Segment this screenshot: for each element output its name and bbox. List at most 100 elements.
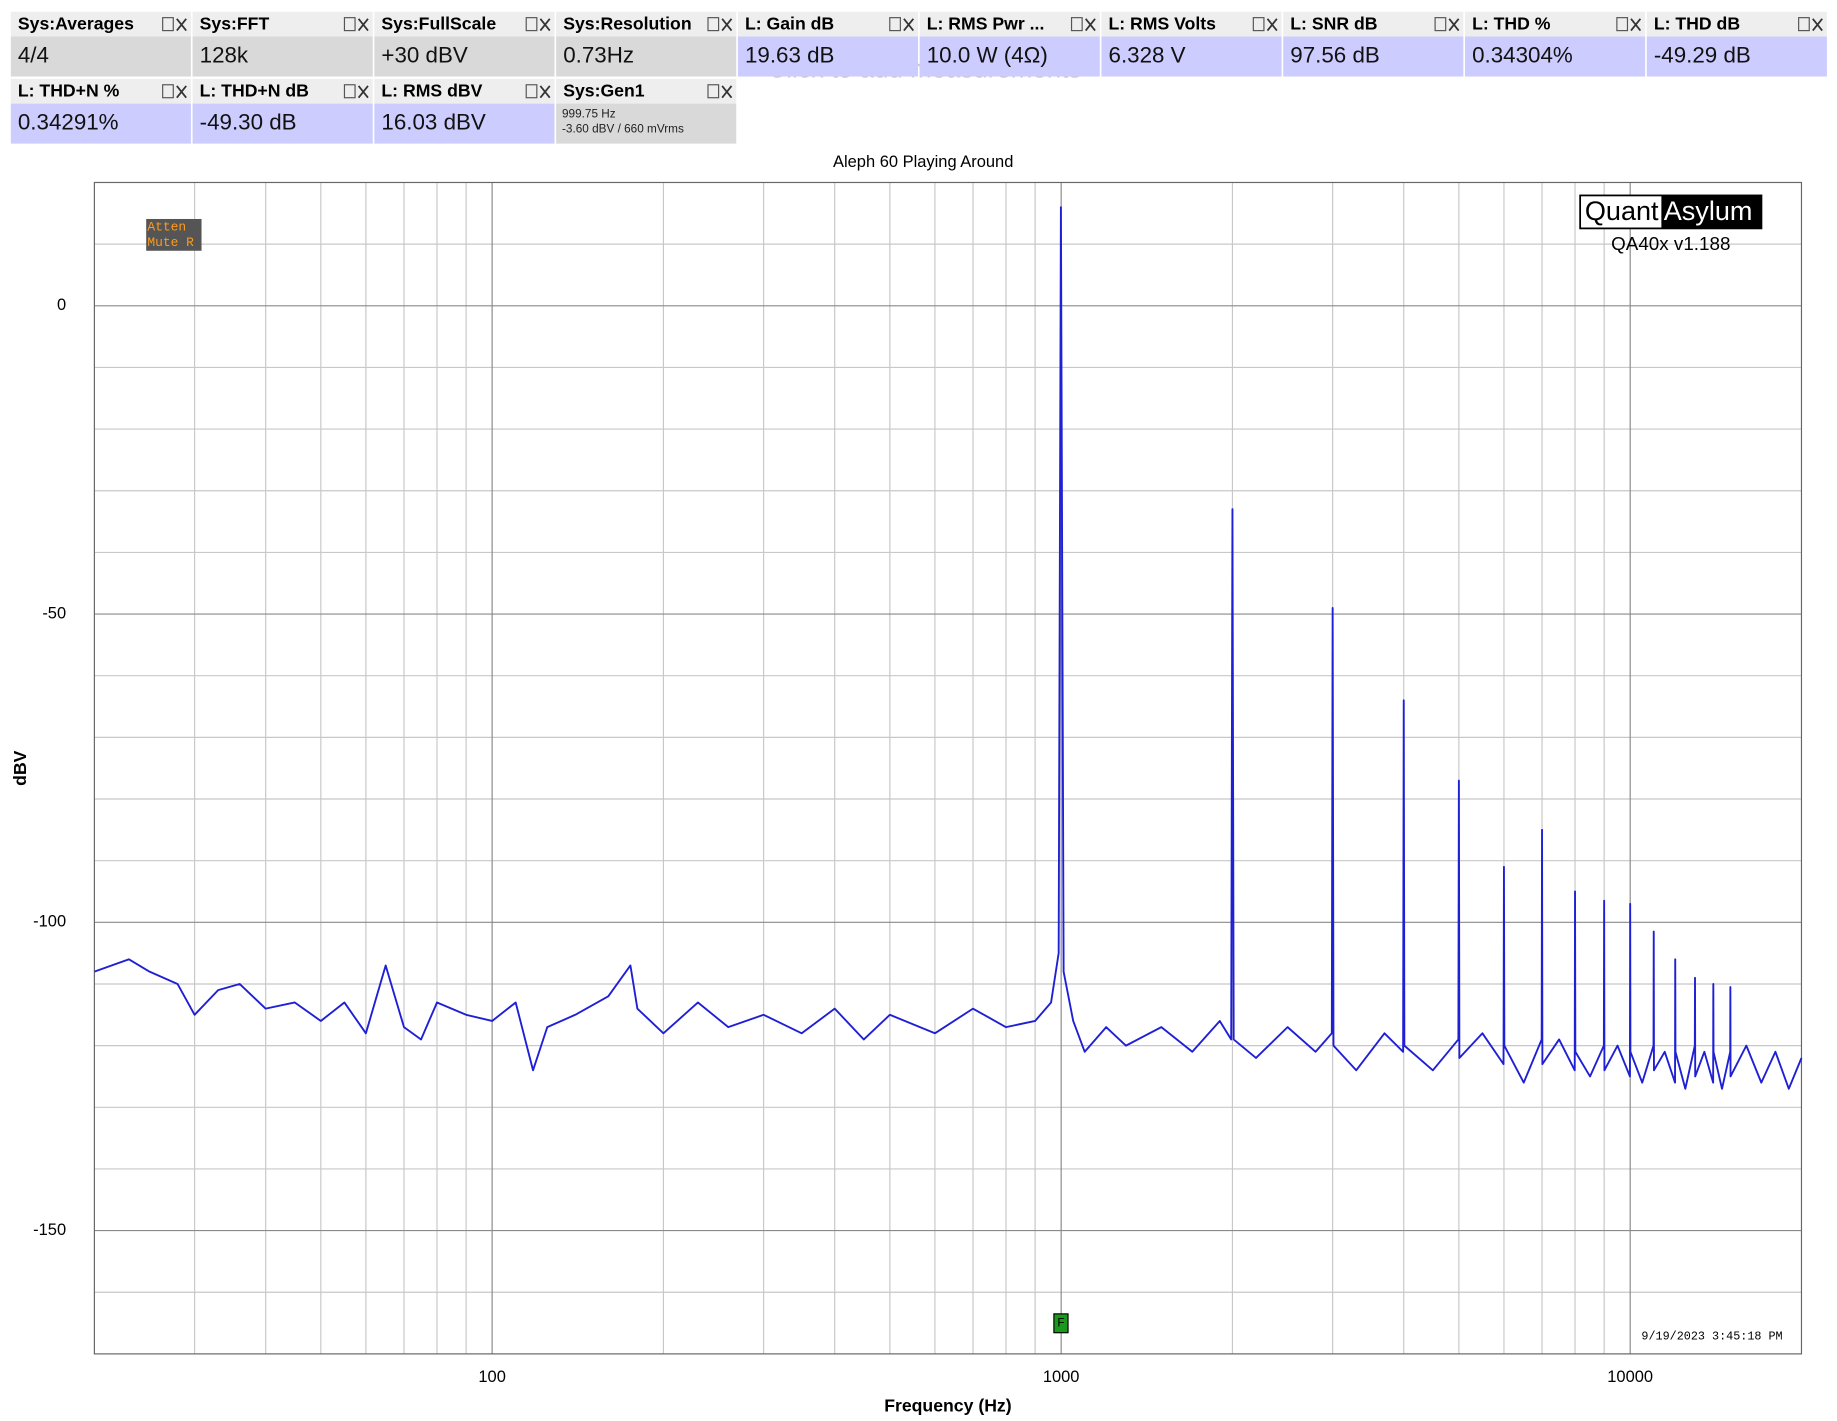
measurement-tile[interactable]: L: SNR dB 97.56 dB [1283,11,1464,77]
measurement-tile[interactable]: L: RMS dBV 16.03 dBV [374,78,555,144]
tile-label: L: RMS Pwr ... [927,13,1045,33]
tile-value: -49.29 dB [1654,42,1751,67]
y-tick-label: -100 [33,913,66,931]
tile-value: 6.328 V [1109,42,1186,67]
badge-box [146,218,202,251]
tile-menu[interactable] [1070,17,1083,32]
tile-body [374,36,555,77]
tile-close[interactable] [903,18,915,32]
tile-close[interactable] [1630,18,1642,32]
tile-close[interactable] [1812,18,1823,32]
tile-value: 0.34291% [18,110,119,135]
tile-header [192,11,373,37]
tile-close[interactable] [1266,18,1278,32]
measurement-tile[interactable]: L: RMS Volts 6.328 V [1101,11,1282,77]
tile-body [1283,36,1464,77]
tile-body [1101,36,1282,77]
measurement-tile[interactable]: Sys:Resolution 0.73Hz [556,11,737,77]
measurement-tile[interactable]: L: RMS Pwr ... 10.0 W (4Ω) [919,11,1100,77]
y-tick-label: 0 [57,296,66,314]
measurement-tile[interactable]: Sys:Gen1 999.75 Hz -3.60 dBV / 660 mVrms [556,78,737,144]
tile-menu[interactable] [162,84,174,99]
measurement-tile[interactable]: L: THD dB -49.29 dB [1646,11,1827,77]
measurement-tile[interactable]: Sys:FullScale +30 dBV [374,11,555,77]
x-tick-label: 1000 [1043,1368,1080,1386]
tile-header [556,78,737,104]
badge-text: Mute R [147,235,194,250]
tile-menu[interactable] [525,84,538,99]
tile-label: L: SNR dB [1290,13,1377,33]
tile-value: +30 dBV [381,42,467,67]
tile-body [556,36,737,77]
tile-close[interactable] [176,85,187,99]
measurement-tile[interactable]: L: THD % 0.34304% [1465,11,1646,77]
tile-menu[interactable] [343,17,356,32]
tile-label: L: THD+N dB [200,80,309,100]
tile-label: L: RMS Volts [1109,13,1217,33]
tile-body [737,36,919,77]
tile-menu[interactable] [889,17,901,32]
tile-label: Sys:Resolution [563,13,691,33]
tile-body [556,103,737,144]
tile-value: 128k [200,42,249,67]
tile-value: 0.34304% [1472,42,1573,67]
tile-value: 19.63 dB [745,42,835,67]
tile-body [10,103,191,144]
tile-menu[interactable] [162,17,174,32]
y-tick-label: -150 [33,1221,66,1239]
tile-label: L: THD % [1472,13,1551,33]
tile-header [374,78,555,104]
tile-close[interactable] [176,18,187,32]
tile-close[interactable] [721,85,733,99]
tile-header [1101,11,1282,37]
tile-close[interactable] [539,18,551,32]
tile-label: L: RMS dBV [381,80,482,100]
tile-label: L: Gain dB [745,13,834,33]
measurement-tile[interactable]: L: Gain dB 19.63 dB [737,11,919,77]
tile-header [556,11,737,37]
tile-menu[interactable] [525,17,538,32]
tile-value: 10.0 W (4Ω) [927,42,1048,67]
measurement-bar: Sys:Averages 4/4 Sys:FFT 128k Sys:FullScale +… [10,11,1827,144]
tile-close[interactable] [539,85,551,99]
logo-dark [1661,195,1762,229]
tile-value: 0.73Hz [563,42,634,67]
tile-menu[interactable] [1616,17,1629,32]
frequency-marker[interactable]: F [1053,1313,1069,1334]
tile-close[interactable] [1084,18,1096,32]
tile-header [1283,11,1464,37]
logo-right: Asylum [1664,195,1753,226]
tile-header [10,11,191,37]
tile-label: L: THD+N % [18,80,120,100]
tile-value: -49.30 dB [200,110,297,135]
measurement-tile[interactable]: Sys:FFT 128k [192,11,373,77]
tile-close[interactable] [1448,18,1460,32]
measurement-tile[interactable]: L: THD+N dB -49.30 dB [192,78,373,144]
tile-menu[interactable] [707,84,720,99]
marker-label: F [1057,1316,1064,1329]
tile-close[interactable] [357,85,369,99]
tile-label: Sys:Averages [18,13,134,33]
tile-menu[interactable] [1434,17,1447,32]
tile-menu[interactable] [1798,17,1810,32]
badge-text: Atten [147,220,186,235]
y-axis-label: dBV [10,750,30,786]
tile-menu[interactable] [343,84,356,99]
tile-close[interactable] [357,18,369,32]
tile-close[interactable] [721,18,733,32]
tile-body [10,36,191,77]
tile-header [919,11,1100,37]
measurement-tile[interactable]: L: THD+N % 0.34291% [10,78,191,144]
tile-body [1646,36,1827,77]
measurement-tile[interactable]: Sys:Averages 4/4 [10,11,191,77]
timestamp: 9/19/2023 3:45:18 PM [1641,1329,1782,1343]
version: QA40x v1.188 [1611,233,1730,254]
tile-menu[interactable] [707,17,720,32]
tile-menu[interactable] [1252,17,1265,32]
tile-label: Sys:FFT [200,13,270,33]
tile-label: L: THD dB [1654,13,1740,33]
spectrum-line [94,206,1803,1090]
